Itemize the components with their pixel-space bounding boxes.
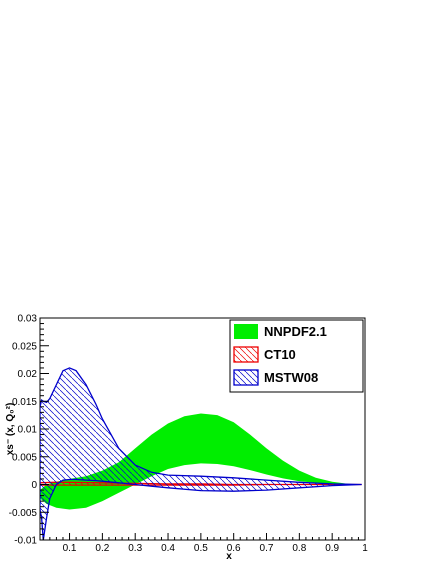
x-axis: 0.1 0.2 0.3 0.4 0.5 0.6 0.7 0.8 0.9 1 bbox=[42, 533, 368, 554]
y-tick-label: 0.015 bbox=[12, 397, 37, 408]
y-axis: -0.01 -0.005 0 0.005 0.01 0.015 0.02 0.025 0.03 bbox=[9, 314, 49, 547]
legend-swatch-ct10 bbox=[233, 346, 259, 363]
x-tick-label: 0.7 bbox=[260, 543, 274, 554]
x-tick-label: 0.3 bbox=[128, 543, 142, 554]
legend-label-mstw08: MSTW08 bbox=[264, 370, 318, 385]
legend-label-nnpdf2-1: NNPDF2.1 bbox=[264, 324, 327, 339]
y-tick-label: 0.005 bbox=[12, 452, 37, 463]
x-tick-label: 0.8 bbox=[292, 543, 306, 554]
y-tick-label: 0.01 bbox=[18, 425, 38, 436]
y-tick-label: -0.005 bbox=[9, 508, 38, 519]
x-tick-label: 1 bbox=[362, 543, 368, 554]
legend-label-ct10: CT10 bbox=[264, 347, 296, 362]
legend: NNPDF2.1 CT10 MSTW08 bbox=[229, 319, 364, 393]
x-tick-label: 0.4 bbox=[161, 543, 175, 554]
x-axis-title: x bbox=[226, 551, 232, 562]
band-mstw08 bbox=[40, 367, 362, 540]
y-axis-title: xs⁻ (x, Q₀²) bbox=[5, 403, 16, 456]
legend-swatch-nnpdf2-1 bbox=[234, 324, 258, 339]
x-tick-label: 0.1 bbox=[63, 543, 77, 554]
x-tick-label: 0.2 bbox=[95, 543, 109, 554]
y-tick-label: 0.02 bbox=[18, 369, 38, 380]
x-tick-label: 0.9 bbox=[325, 543, 339, 554]
bands-layer bbox=[40, 367, 362, 540]
y-tick-label: 0.03 bbox=[18, 314, 38, 325]
legend-swatch-mstw08 bbox=[233, 369, 259, 386]
y-tick-label: 0.025 bbox=[12, 341, 37, 352]
y-tick-label: -0.01 bbox=[14, 536, 37, 547]
y-tick-label: 0 bbox=[31, 480, 37, 491]
x-tick-label: 0.6 bbox=[227, 543, 241, 554]
x-tick-label: 0.5 bbox=[194, 543, 208, 554]
